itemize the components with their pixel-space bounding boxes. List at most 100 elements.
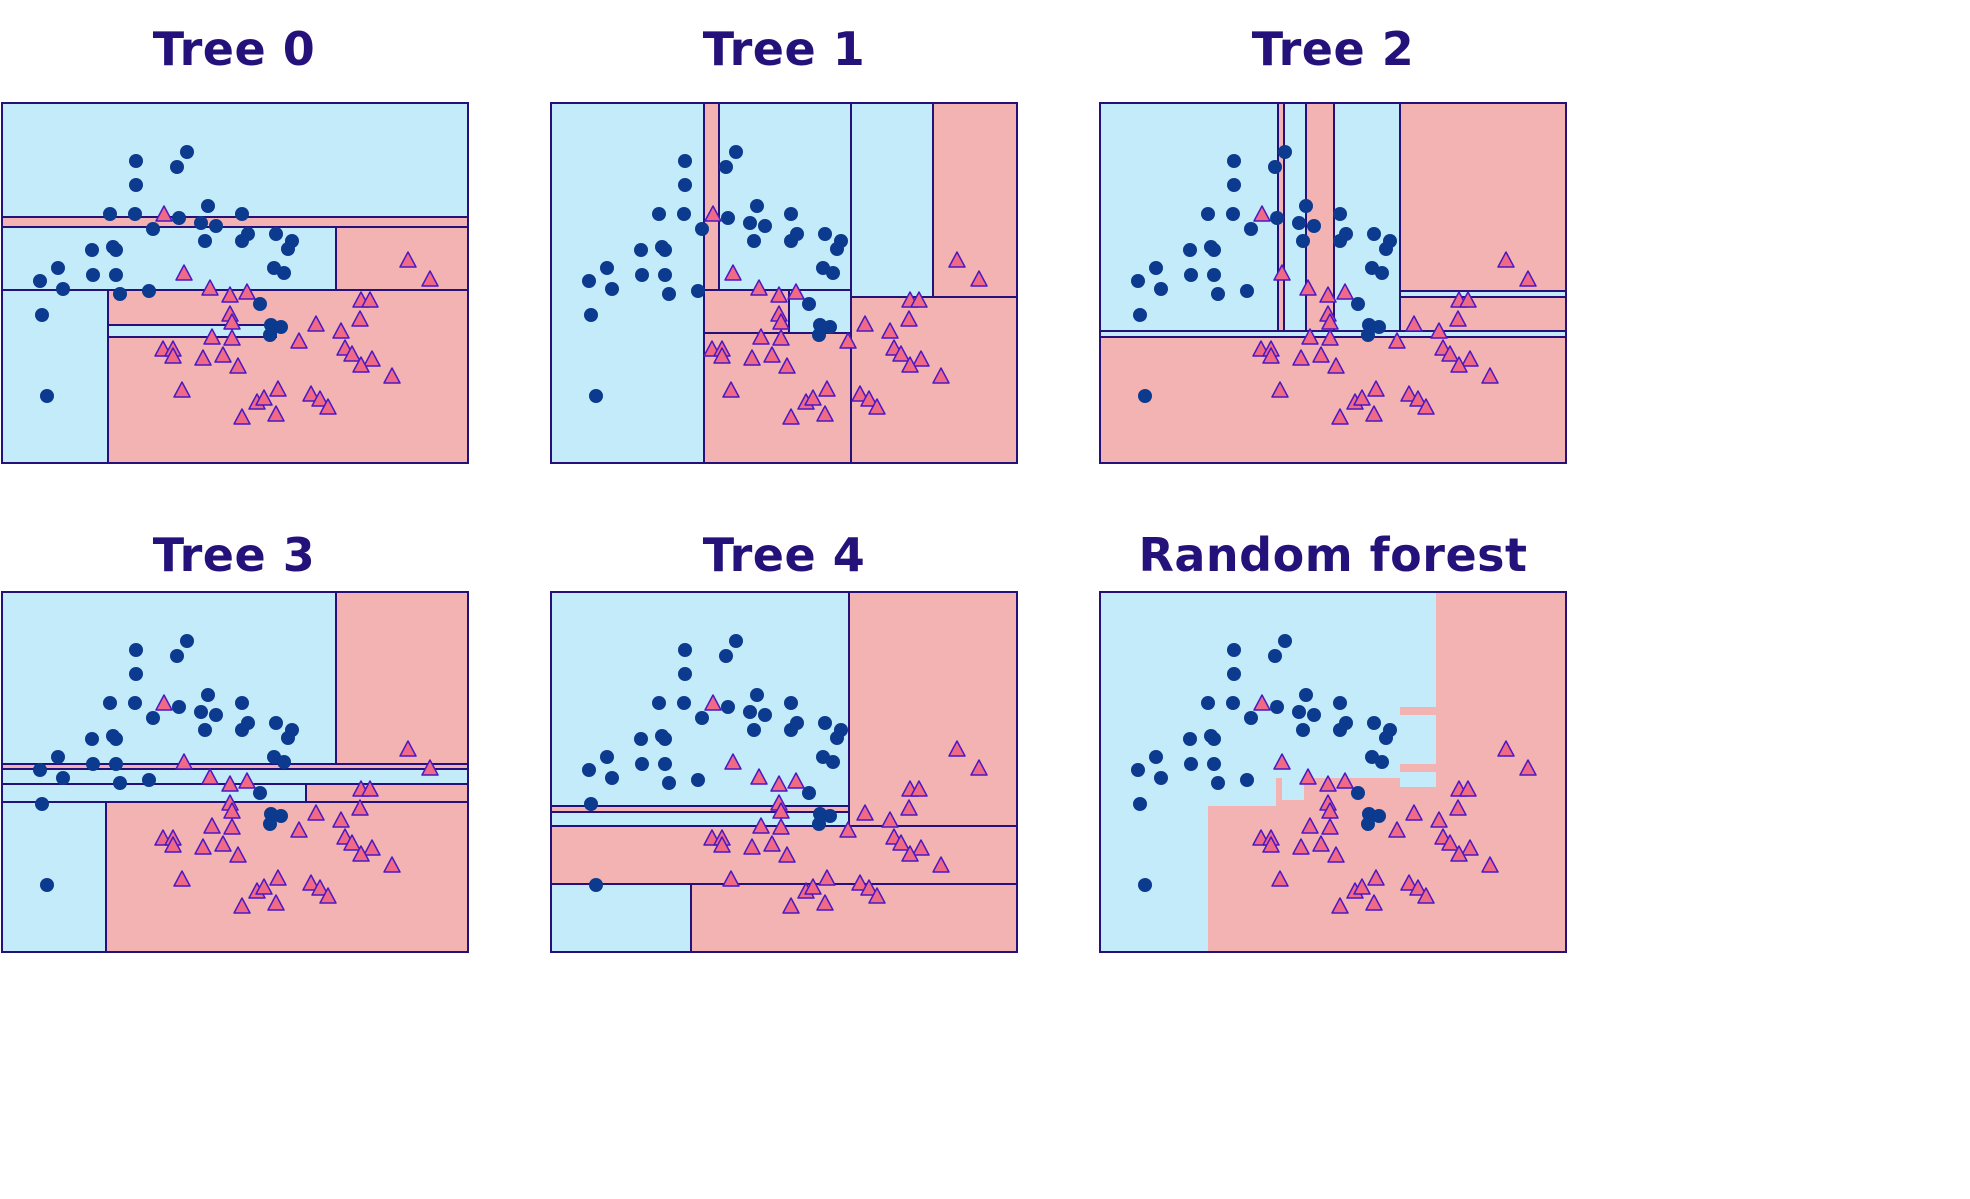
- circle-point: [662, 287, 676, 301]
- triangle-point: [1271, 381, 1289, 398]
- triangle-point: [175, 753, 193, 770]
- triangle-point: [421, 759, 439, 776]
- triangle-point: [267, 405, 285, 422]
- circle-point: [695, 222, 709, 236]
- circle-point: [600, 261, 614, 275]
- triangle-point: [1497, 740, 1515, 757]
- panel-title-tree-0: Tree 0: [152, 22, 316, 76]
- triangle-point: [363, 839, 381, 856]
- circle-point: [790, 716, 804, 730]
- circle-point: [747, 723, 761, 737]
- circle-point: [180, 634, 194, 648]
- triangle-point: [421, 270, 439, 287]
- triangle-point: [164, 347, 182, 364]
- triangle-point: [851, 385, 869, 402]
- panel-title-tree-1: Tree 1: [702, 22, 866, 76]
- circle-point: [1227, 667, 1241, 681]
- circle-point: [812, 328, 826, 342]
- triangle-point: [912, 350, 930, 367]
- circle-point: [1184, 757, 1198, 771]
- triangle-point: [201, 768, 219, 785]
- triangle-point: [307, 315, 325, 332]
- circle-point: [678, 178, 692, 192]
- triangle-point: [319, 887, 337, 904]
- triangle-point: [229, 357, 247, 374]
- circle-point: [1226, 696, 1240, 710]
- decision-region-circle: [850, 102, 934, 298]
- triangle-point: [1353, 878, 1371, 895]
- triangle-point: [223, 802, 241, 819]
- triangle-point: [1273, 753, 1291, 770]
- circle-point: [1133, 797, 1147, 811]
- circle-point: [747, 234, 761, 248]
- circle-point: [109, 757, 123, 771]
- circle-point: [277, 755, 291, 769]
- circle-point: [146, 711, 160, 725]
- decision-region-triangle: [1099, 336, 1567, 464]
- circle-point: [235, 207, 249, 221]
- circle-point: [241, 716, 255, 730]
- circle-point: [1333, 696, 1347, 710]
- decision-region-triangle: [690, 883, 1018, 953]
- circle-point: [1227, 154, 1241, 168]
- circle-point: [85, 732, 99, 746]
- circle-point: [86, 757, 100, 771]
- triangle-point: [713, 836, 731, 853]
- decision-region-circle: [1, 289, 109, 464]
- circle-point: [826, 755, 840, 769]
- circle-point: [1131, 274, 1145, 288]
- circle-point: [750, 199, 764, 213]
- decision-region-circle: [1, 226, 337, 291]
- circle-point: [1278, 145, 1292, 159]
- circle-point: [784, 207, 798, 221]
- triangle-point: [1301, 817, 1319, 834]
- triangle-point: [1299, 279, 1317, 296]
- circle-point: [695, 711, 709, 725]
- circle-point: [274, 320, 288, 334]
- triangle-point: [352, 356, 370, 373]
- panel-title-random-forest: Random forest: [1138, 528, 1528, 582]
- decision-region-triangle: [1436, 592, 1566, 952]
- circle-point: [201, 688, 215, 702]
- circle-point: [1375, 755, 1389, 769]
- triangle-point: [1367, 869, 1385, 886]
- triangle-point: [363, 350, 381, 367]
- triangle-point: [743, 838, 761, 855]
- decision-region-triangle: [1399, 296, 1567, 332]
- triangle-point: [1409, 390, 1427, 407]
- triangle-point: [173, 870, 191, 887]
- triangle-point: [155, 205, 173, 222]
- triangle-point: [1449, 310, 1467, 327]
- circle-point: [721, 700, 735, 714]
- triangle-point: [1321, 802, 1339, 819]
- circle-point: [170, 160, 184, 174]
- triangle-point: [1367, 380, 1385, 397]
- circle-point: [1292, 216, 1306, 230]
- triangle-point: [713, 347, 731, 364]
- circle-point: [1138, 878, 1152, 892]
- decision-region-triangle: [335, 226, 469, 291]
- triangle-point: [892, 834, 910, 851]
- decision-region-circle: [1, 801, 107, 953]
- circle-point: [1268, 649, 1282, 663]
- circle-point: [605, 771, 619, 785]
- circle-point: [584, 797, 598, 811]
- triangle-point: [1430, 322, 1448, 339]
- circle-point: [1201, 696, 1215, 710]
- triangle-point: [752, 328, 770, 345]
- circle-point: [823, 320, 837, 334]
- triangle-point: [1319, 286, 1337, 303]
- tree-4-plot: [550, 591, 1018, 953]
- triangle-point: [1253, 694, 1271, 711]
- triangle-point: [970, 270, 988, 287]
- triangle-point: [868, 887, 886, 904]
- plot-frame: [550, 102, 1018, 464]
- triangle-point: [772, 818, 790, 835]
- triangle-point: [1461, 839, 1479, 856]
- triangle-point: [1405, 315, 1423, 332]
- circle-point: [719, 649, 733, 663]
- circle-point: [1367, 716, 1381, 730]
- circle-point: [198, 234, 212, 248]
- triangle-point: [201, 279, 219, 296]
- triangle-point: [214, 346, 232, 363]
